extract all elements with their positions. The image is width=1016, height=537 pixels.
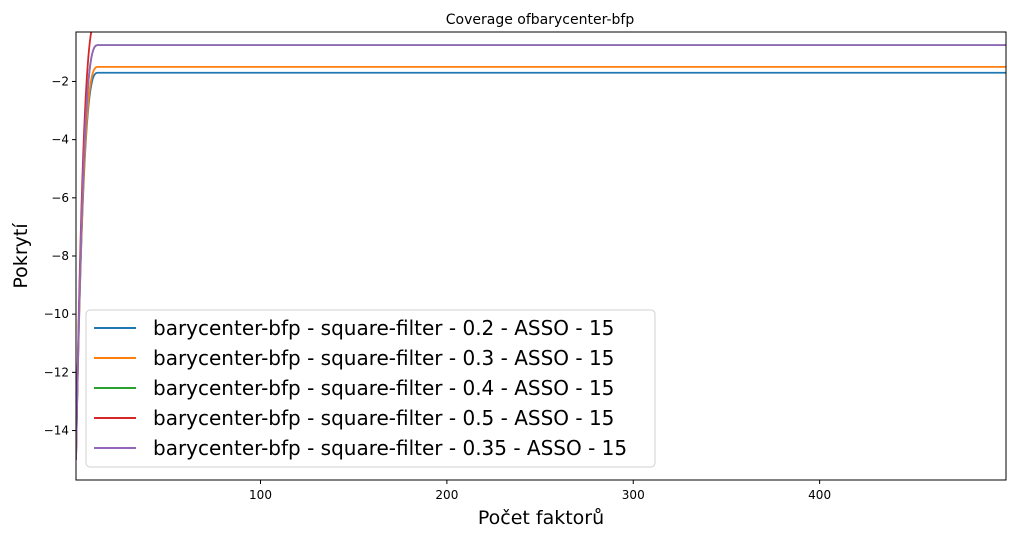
y-tick-label: −10	[44, 307, 69, 321]
y-axis-label: Pokrytí	[10, 223, 32, 289]
y-tick-label: −4	[51, 133, 69, 147]
legend-box	[85, 309, 656, 468]
y-tick-label: −2	[51, 74, 69, 88]
legend-label-4: barycenter-bfp - square-filter - 0.5 - A…	[153, 406, 614, 430]
legend-label-3: barycenter-bfp - square-filter - 0.4 - A…	[153, 376, 614, 400]
chart-title: Coverage ofbarycenter-bfp	[446, 12, 635, 28]
series-layer	[76, 32, 1006, 460]
series-line-5	[76, 44, 1006, 460]
x-tick-label: 300	[622, 488, 645, 502]
legend: barycenter-bfp - square-filter - 0.2 - A…	[85, 309, 656, 468]
legend-label-2: barycenter-bfp - square-filter - 0.3 - A…	[153, 346, 614, 370]
legend-label-1: barycenter-bfp - square-filter - 0.2 - A…	[153, 316, 614, 340]
y-tick-label: −8	[51, 249, 69, 263]
x-tick-label: 400	[808, 488, 831, 502]
x-tick-label: 200	[435, 488, 458, 502]
x-tick-label: 100	[249, 488, 272, 502]
y-axis: −2 −4 −6 −8 −10 −12 −14	[44, 74, 76, 438]
legend-label-5: barycenter-bfp - square-filter - 0.35 - …	[153, 436, 627, 460]
y-tick-label: −12	[44, 365, 69, 379]
x-axis-label: Počet faktorů	[478, 507, 604, 529]
y-tick-label: −6	[51, 191, 69, 205]
x-axis: 100 200 300 400	[249, 480, 831, 502]
y-tick-label: −14	[44, 424, 69, 438]
